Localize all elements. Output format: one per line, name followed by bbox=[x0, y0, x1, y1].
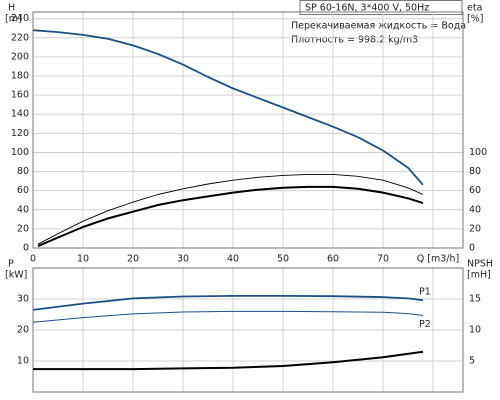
x-tick-label: 50 bbox=[277, 254, 289, 265]
y-tick-label: 200 bbox=[11, 51, 29, 62]
y2-tick-label: 20 bbox=[469, 223, 481, 234]
y-tick-label: 10 bbox=[17, 356, 29, 367]
y2-axis-unit: [%] bbox=[467, 14, 483, 25]
y-axis-unit: [kW] bbox=[5, 270, 27, 281]
series-label: P2 bbox=[419, 319, 431, 330]
y2-tick-label: 10 bbox=[469, 325, 481, 336]
plot-frame bbox=[32, 267, 464, 393]
y2-tick-label: 60 bbox=[469, 185, 481, 196]
series-label: P1 bbox=[419, 287, 431, 298]
curve bbox=[32, 295, 424, 311]
y-tick-label: 140 bbox=[11, 109, 29, 120]
curve bbox=[33, 350, 424, 371]
y-tick-label: 240 bbox=[11, 13, 29, 24]
y2-axis-label: NPSH bbox=[467, 259, 493, 270]
x-tick-label: 60 bbox=[327, 254, 339, 265]
y-tick-label: 180 bbox=[11, 71, 29, 82]
y2-tick-label: 100 bbox=[469, 147, 487, 158]
curve bbox=[32, 310, 424, 323]
y-axis-label: H bbox=[8, 3, 15, 14]
y-axis-unit: [m] bbox=[5, 14, 22, 25]
y-tick-label: 220 bbox=[11, 32, 29, 43]
x-tick-label: Q [m3/h] bbox=[417, 254, 459, 265]
y2-tick-label: 5 bbox=[469, 356, 475, 367]
x-tick-label: 10 bbox=[77, 254, 89, 265]
x-tick-label: 0 bbox=[30, 254, 36, 265]
x-tick-label: 20 bbox=[127, 254, 139, 265]
y-tick-label: 120 bbox=[11, 128, 29, 139]
fluid-note: Перекачиваемая жидкость = Вода bbox=[291, 21, 466, 32]
y-tick-label: 30 bbox=[17, 294, 29, 305]
curve bbox=[37, 185, 424, 248]
y-axis-label: P bbox=[8, 259, 14, 270]
pump-title: SP 60-16N, 3*400 V, 50Hz bbox=[305, 3, 429, 14]
curve bbox=[32, 29, 424, 186]
y-tick-label: 100 bbox=[11, 147, 29, 158]
y-tick-label: 40 bbox=[17, 204, 29, 215]
density-note: Плотность = 998.2 kg/m3 bbox=[291, 35, 418, 46]
y2-axis-label: eta bbox=[467, 3, 482, 14]
y-tick-label: 80 bbox=[17, 166, 29, 177]
y2-tick-label: 40 bbox=[469, 204, 481, 215]
curve bbox=[37, 173, 424, 245]
x-tick-label: 40 bbox=[227, 254, 239, 265]
y2-tick-label: 15 bbox=[469, 294, 481, 305]
y-tick-label: 0 bbox=[23, 243, 29, 254]
x-tick-label: 30 bbox=[177, 254, 189, 265]
y2-axis-unit: [mH] bbox=[467, 270, 491, 281]
y-tick-label: 60 bbox=[17, 185, 29, 196]
title-box bbox=[299, 0, 463, 15]
plot-frame bbox=[32, 11, 464, 249]
y2-tick-label: 80 bbox=[469, 166, 481, 177]
y-tick-label: 20 bbox=[17, 223, 29, 234]
y2-tick-label: 0 bbox=[469, 243, 475, 254]
y-tick-label: 20 bbox=[17, 325, 29, 336]
y-tick-label: 160 bbox=[11, 90, 29, 101]
x-tick-label: 70 bbox=[377, 254, 389, 265]
